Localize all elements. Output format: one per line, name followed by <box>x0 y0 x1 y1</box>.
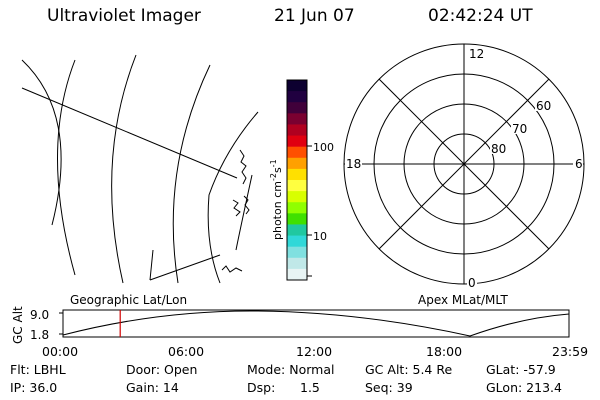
x-tick-0600: 06:00 <box>168 344 204 359</box>
map-meridian-3 <box>149 249 154 281</box>
map-coastline-3 <box>243 195 250 215</box>
map-lat-arc-4 <box>172 64 211 284</box>
map-coastline-4 <box>221 265 243 273</box>
gc-alt-info: GC Alt: 5.4 Re <box>365 362 453 377</box>
door-info: Door: Open <box>126 362 198 377</box>
map-lat-arc-5 <box>207 111 259 284</box>
colorbar-segment <box>287 135 307 148</box>
colorbar-unit-label: photon cm-2s-1 <box>269 159 284 240</box>
colorbar-segment <box>287 80 307 92</box>
map-meridian-1 <box>21 87 238 179</box>
mlt-label-18: 18 <box>346 157 361 171</box>
gc-alt-bottom-value: 1.8 <box>30 328 49 342</box>
polar-diagonal-2 <box>378 78 550 250</box>
colorbar-segment <box>287 168 307 181</box>
colorbar-segment <box>287 246 307 259</box>
x-tick-2359: 23:59 <box>552 344 588 359</box>
altitude-timeline: Geographic Lat/Lon Apex MLat/MLT 9.0 1.8… <box>11 293 588 359</box>
map-lat-arc-1 <box>21 59 62 226</box>
mode-info: Mode: Normal <box>247 362 335 377</box>
colorbar-segment <box>287 268 307 281</box>
colorbar-tick-10: 10 <box>313 230 327 243</box>
observation-time: 02:42:24 UT <box>428 6 533 26</box>
map-lat-arc-2 <box>57 59 76 276</box>
gc-alt-axis-title: GC Alt <box>11 306 25 344</box>
observation-date: 21 Jun 07 <box>274 6 355 26</box>
colorbar-segment <box>287 235 307 248</box>
colorbar-segment <box>287 224 307 237</box>
mlat-label-70: 70 <box>512 122 527 136</box>
ip-info: IP: 36.0 <box>10 380 58 395</box>
mlt-label-0: 0 <box>468 276 476 290</box>
map-lat-arc-3 <box>111 54 137 284</box>
gc-alt-top-value: 9.0 <box>30 308 49 322</box>
map-meridian-2 <box>149 254 221 281</box>
map-coastline-2 <box>232 199 241 217</box>
glon-info: GLon: 213.4 <box>486 380 562 395</box>
gc-altitude-curve <box>62 310 570 337</box>
colorbar-segment <box>287 180 307 192</box>
colorbar-segment <box>287 91 307 103</box>
geographic-map <box>21 54 259 284</box>
color-bar: 100 10 photon cm-2s-1 <box>269 79 334 281</box>
dsp-label: Dsp: <box>247 380 276 395</box>
filter-info: Flt: LBHL <box>10 362 66 377</box>
x-tick-1800: 18:00 <box>426 344 462 359</box>
map-coastline-1 <box>239 149 247 185</box>
x-tick-0000: 00:00 <box>42 344 78 359</box>
timeline-frame <box>62 309 570 338</box>
instrument-title: Ultraviolet Imager <box>47 6 201 26</box>
colorbar-segment <box>287 257 307 270</box>
mlt-label-12: 12 <box>469 47 484 61</box>
glat-info: GLat: -57.9 <box>486 362 556 377</box>
colorbar-segment <box>287 113 307 125</box>
colorbar-segment <box>287 202 307 214</box>
map-lat-arc-6 <box>235 174 253 251</box>
mlat-label-80: 80 <box>491 142 506 156</box>
colorbar-segment <box>287 102 307 114</box>
colorbar-tick-100: 100 <box>313 141 334 154</box>
mlat-label-60: 60 <box>536 99 551 113</box>
gain-info: Gain: 14 <box>126 380 179 395</box>
colorbar-segment <box>287 124 307 137</box>
colorbar-segment <box>287 213 307 225</box>
x-tick-1200: 12:00 <box>296 344 332 359</box>
timeline-right-label: Apex MLat/MLT <box>418 293 508 307</box>
polar-plot <box>343 43 585 285</box>
polar-labels: 12 18 6 0 60 70 80 <box>345 47 583 290</box>
colorbar-segment <box>287 146 307 159</box>
colorbar-segment <box>287 191 307 203</box>
timeline-left-label: Geographic Lat/Lon <box>70 293 187 307</box>
seq-info: Seq: 39 <box>365 380 413 395</box>
dsp-value: 1.5 <box>300 380 320 395</box>
colorbar-segment <box>287 157 307 170</box>
mlt-label-6: 6 <box>575 157 583 171</box>
